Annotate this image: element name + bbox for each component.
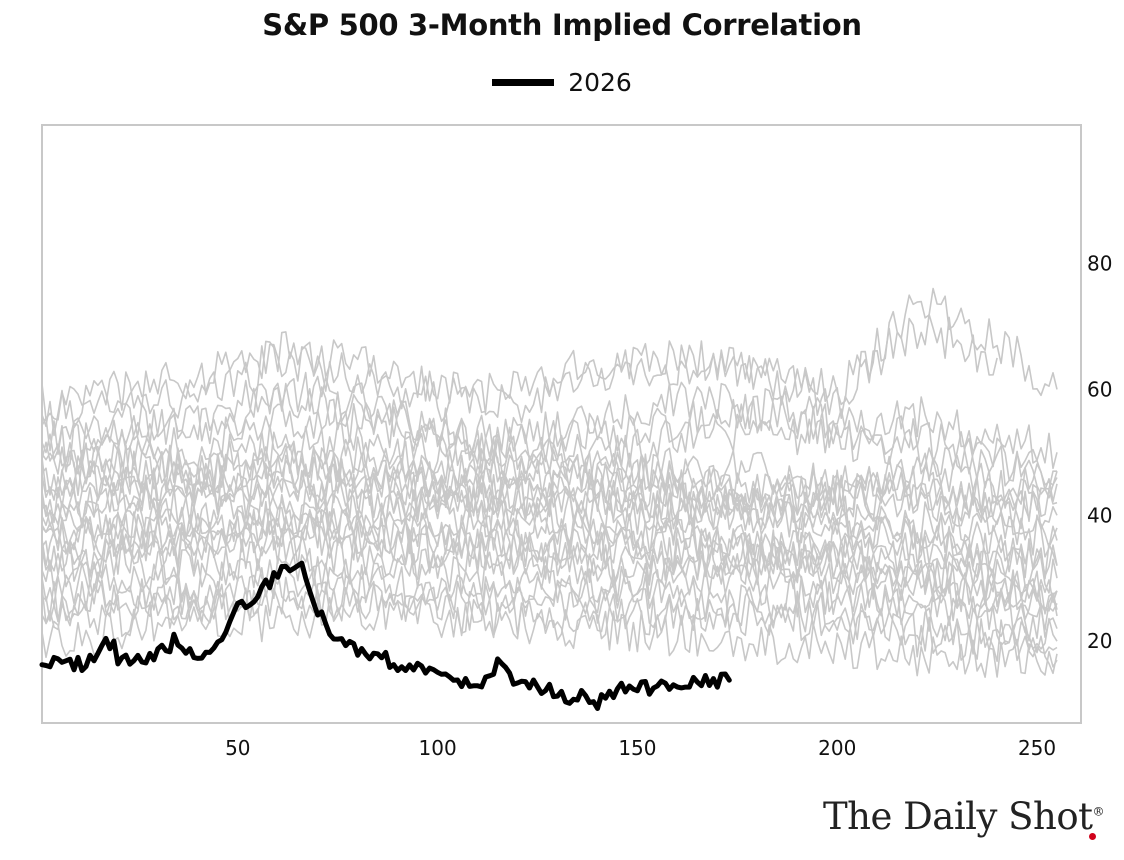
background-series-line-18 xyxy=(41,576,1058,678)
series-line-2026 xyxy=(39,560,732,711)
x-tick-label-200: 200 xyxy=(818,736,856,760)
y-tick-label-80: 80 xyxy=(1087,251,1112,275)
background-series-line-14 xyxy=(41,570,1058,642)
y-tick-label-40: 40 xyxy=(1087,503,1112,527)
background-series-line-24 xyxy=(41,443,1058,558)
background-series-line-13 xyxy=(41,514,1058,618)
brand-logo-text: The Daily Shot xyxy=(822,795,1093,838)
chart-title: S&P 500 3-Month Implied Correlation xyxy=(262,8,862,42)
background-series-group xyxy=(41,287,1058,678)
background-series-line-23 xyxy=(41,503,1058,612)
x-tick-label-100: 100 xyxy=(419,736,457,760)
x-axis-ticks: 50 100 150 200 250 xyxy=(225,736,1056,760)
brand-logo: The Daily Shot® xyxy=(822,795,1105,840)
y-axis-ticks: 20 40 60 80 xyxy=(1087,251,1112,653)
brand-logo-mark: ® xyxy=(1092,804,1105,819)
brand-logo-dot xyxy=(1089,833,1096,840)
background-series-line-9 xyxy=(41,431,1058,530)
background-series-line-4 xyxy=(41,493,1058,651)
legend: 2026 xyxy=(0,68,1124,97)
x-tick-label-50: 50 xyxy=(225,736,250,760)
x-tick-label-250: 250 xyxy=(1018,736,1056,760)
background-series-line-6 xyxy=(41,555,1058,663)
background-series-line-5 xyxy=(41,528,1058,675)
background-series-line-20 xyxy=(41,395,1058,486)
x-tick-label-150: 150 xyxy=(618,736,656,760)
background-series-line-21 xyxy=(41,313,998,424)
legend-label-2026: 2026 xyxy=(568,68,632,97)
y-tick-label-60: 60 xyxy=(1087,377,1112,401)
legend-swatch-2026 xyxy=(492,79,555,86)
highlight-series-group xyxy=(39,560,732,711)
y-tick-label-20: 20 xyxy=(1087,629,1112,653)
background-series-line-16 xyxy=(41,445,1057,535)
